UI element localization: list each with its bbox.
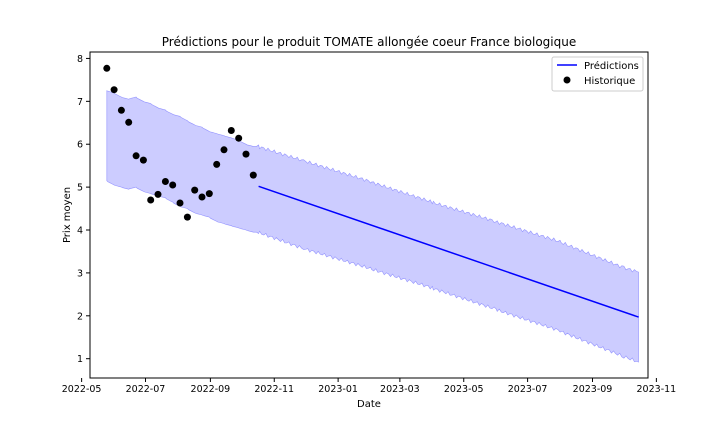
- historique-point: [161, 178, 169, 185]
- historique-point: [249, 171, 257, 179]
- historique-point: [154, 190, 162, 198]
- historique-point: [213, 160, 221, 168]
- legend-marker-swatch: [563, 76, 571, 84]
- y-axis: 1 2 3 4 5 6 7 8: [77, 54, 90, 365]
- axes-frame: [89, 51, 649, 379]
- historique-point: [220, 146, 228, 154]
- x-axis-label: Date: [357, 399, 381, 410]
- historique-point: [183, 213, 191, 221]
- historique-point: [132, 152, 140, 160]
- chart-title: Prédictions pour le produit TOMATE allon…: [162, 35, 576, 49]
- historique-point: [147, 196, 155, 204]
- y-tick-label: 6: [77, 140, 83, 151]
- y-tick-label: 2: [77, 311, 83, 322]
- historique-point: [235, 134, 243, 142]
- historique-point: [169, 181, 177, 189]
- x-tick-label: 2022-11: [254, 384, 294, 395]
- historique-point: [198, 193, 206, 201]
- historique-point: [205, 190, 213, 198]
- x-tick-label: 2023-05: [444, 384, 484, 395]
- historique-point: [227, 127, 235, 134]
- x-tick-label: 2022-07: [126, 384, 166, 395]
- historique-point: [117, 106, 125, 114]
- x-tick-label: 2023-03: [380, 384, 420, 395]
- x-tick-label: 2023-09: [573, 384, 613, 395]
- x-tick-label: 2023-07: [508, 384, 548, 395]
- x-tick-label: 2023-01: [318, 384, 358, 395]
- x-tick-label: 2022-05: [62, 384, 102, 395]
- x-tick-label: 2023-11: [637, 384, 677, 395]
- historique-point: [103, 64, 111, 72]
- historique-point: [139, 156, 147, 164]
- historique-point: [191, 186, 199, 194]
- y-tick-label: 5: [77, 183, 83, 194]
- historique-point: [242, 150, 250, 158]
- plot-area: [103, 64, 639, 363]
- y-tick-label: 1: [77, 354, 83, 365]
- y-tick-label: 8: [77, 54, 83, 65]
- x-tick-label: 2022-09: [191, 384, 231, 395]
- legend: Prédictions Historique: [551, 56, 644, 92]
- historique-point: [110, 86, 118, 94]
- y-tick-label: 7: [77, 97, 83, 108]
- prediction-line: [258, 185, 639, 318]
- historique-point: [125, 118, 133, 126]
- y-axis-label: Prix moyen: [62, 187, 73, 243]
- historique-point: [176, 199, 184, 207]
- legend-label-predictions: Prédictions: [584, 60, 639, 72]
- legend-label-historique: Historique: [584, 76, 635, 87]
- y-tick-label: 4: [77, 226, 83, 237]
- y-tick-label: 3: [77, 268, 83, 279]
- x-axis: 2022-05 2022-07 2022-09 2022-11 2023-01 2023-…: [62, 378, 676, 395]
